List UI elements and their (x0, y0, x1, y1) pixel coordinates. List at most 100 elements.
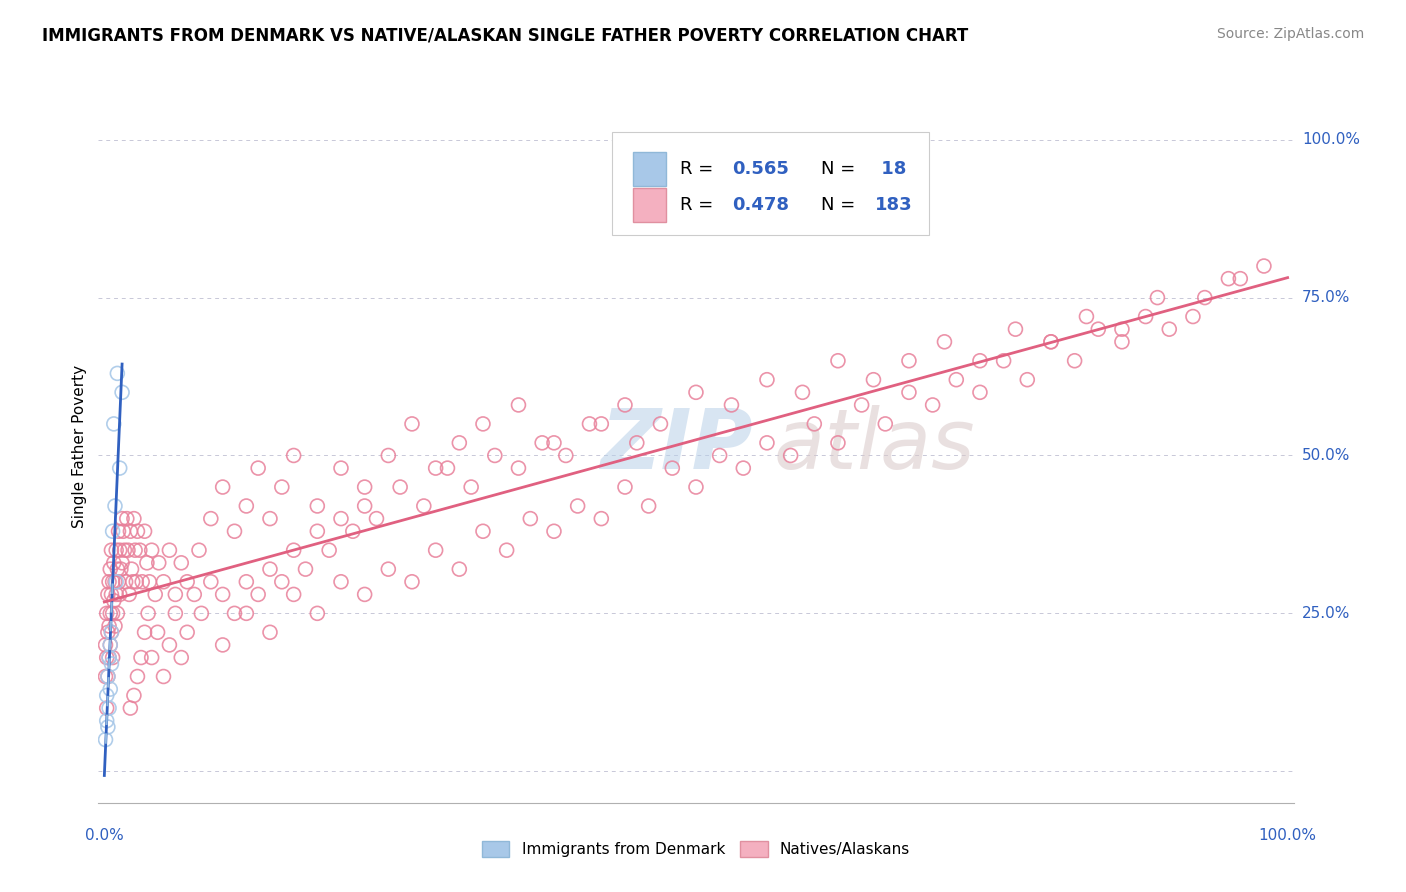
Point (170, 556, 193, 570)
Point (1218, 271, 1240, 285)
Point (224, 607, 246, 621)
Point (100, 625, 122, 640)
Point (98, 638, 121, 652)
Point (101, 607, 124, 621)
Point (650, 417, 672, 431)
Point (259, 511, 281, 525)
Point (98, 701, 121, 715)
Point (851, 398, 873, 412)
Point (567, 499, 589, 513)
Point (1039, 334, 1062, 349)
Point (97, 720, 120, 734)
Point (98, 650, 121, 665)
Point (118, 587, 141, 601)
Point (792, 385, 814, 400)
Point (235, 574, 257, 589)
Point (98, 650, 121, 665)
Point (307, 607, 329, 621)
Point (353, 480, 375, 494)
Point (120, 524, 142, 539)
Point (318, 543, 340, 558)
Text: 0.565: 0.565 (733, 161, 789, 178)
Point (472, 417, 495, 431)
Point (401, 574, 423, 589)
Point (578, 417, 600, 431)
Point (100, 625, 122, 640)
Point (97, 625, 120, 640)
Point (120, 701, 142, 715)
Point (107, 524, 129, 539)
Point (472, 524, 495, 539)
Point (247, 587, 270, 601)
Point (105, 367, 128, 381)
Point (969, 385, 991, 400)
Point (114, 574, 136, 589)
Point (1146, 291, 1168, 305)
Point (425, 461, 447, 475)
Point (897, 353, 920, 368)
Point (531, 435, 554, 450)
Point (117, 543, 139, 558)
Point (115, 511, 138, 525)
Point (270, 480, 292, 494)
Point (366, 511, 388, 525)
Point (685, 480, 707, 494)
Point (112, 524, 135, 539)
Point (862, 373, 884, 387)
Point (377, 449, 399, 463)
Point (1004, 322, 1026, 336)
Point (200, 511, 222, 525)
Point (235, 499, 257, 513)
Point (211, 587, 233, 601)
Point (637, 499, 659, 513)
Point (211, 480, 233, 494)
Point (97, 587, 120, 601)
Point (330, 461, 353, 475)
Point (111, 556, 134, 570)
Point (283, 587, 305, 601)
Point (307, 499, 329, 513)
Point (165, 607, 187, 621)
Text: N =: N = (821, 161, 862, 178)
Point (353, 499, 375, 513)
Point (283, 449, 305, 463)
Point (1229, 271, 1251, 285)
Point (1076, 310, 1098, 324)
Point (108, 543, 131, 558)
Point (100, 587, 122, 601)
Point (100, 543, 122, 558)
Point (176, 625, 198, 640)
Point (134, 524, 156, 539)
Point (508, 461, 530, 475)
Point (353, 587, 375, 601)
Point (460, 480, 482, 494)
Point (141, 543, 163, 558)
Point (330, 574, 353, 589)
Point (720, 398, 742, 412)
Point (1194, 291, 1216, 305)
Point (97, 669, 120, 683)
Point (125, 574, 148, 589)
Point (110, 562, 132, 576)
Point (165, 587, 187, 601)
Point (128, 543, 150, 558)
Point (188, 543, 211, 558)
Point (389, 480, 412, 494)
Point (211, 638, 233, 652)
Point (96, 714, 118, 728)
Text: ZIP: ZIP (600, 406, 754, 486)
Point (519, 511, 541, 525)
Point (101, 524, 124, 539)
Point (1087, 322, 1109, 336)
Point (235, 607, 257, 621)
Point (1159, 322, 1181, 336)
Point (94, 732, 117, 747)
Point (108, 461, 131, 475)
Point (121, 574, 143, 589)
Point (1017, 373, 1039, 387)
Point (111, 511, 134, 525)
Point (779, 449, 801, 463)
Point (103, 417, 125, 431)
Point (105, 543, 128, 558)
Point (283, 543, 305, 558)
